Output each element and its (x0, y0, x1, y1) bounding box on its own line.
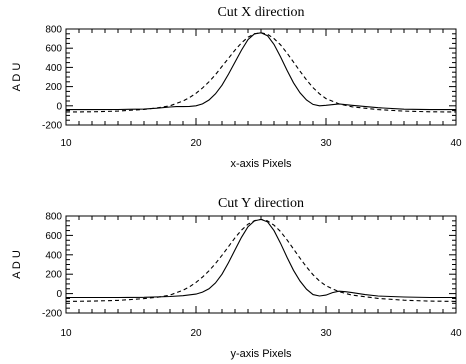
x-axis-label: x-axis Pixels (230, 158, 292, 170)
y-tick-label: 200 (45, 270, 62, 281)
x-tick-label: 20 (190, 138, 202, 149)
x-axis-label: y-axis Pixels (230, 348, 292, 360)
x-tick-label: 40 (450, 328, 462, 339)
y-tick-label: 0 (56, 101, 62, 112)
cut-y-panel: Cut Y direction 10 20 30 40 -200 0 200 400 600 800… (11, 196, 462, 360)
solid-series-line (66, 218, 456, 299)
chart-title: Cut X direction (217, 5, 304, 20)
y-tick-label: 200 (45, 82, 62, 93)
y-axis-label: A D U (11, 63, 23, 92)
y-tick-label: -200 (42, 309, 62, 320)
x-tick-label: 10 (60, 138, 72, 149)
chart-title: Cut Y direction (218, 196, 304, 211)
x-tick-label: 20 (190, 328, 202, 339)
y-tick-label: 600 (45, 44, 62, 55)
y-tick-label: -200 (42, 121, 62, 132)
y-tick-label: 800 (45, 25, 62, 36)
x-tick-label: 30 (320, 328, 332, 339)
x-tick-label: 40 (450, 138, 462, 149)
y-axis-label: A D U (11, 250, 23, 279)
cut-x-panel: Cut X direction 10 20 30 40 -200 0 200 400 600 800… (11, 5, 462, 170)
dashed-series-line (65, 32, 457, 113)
y-tick-label: 600 (45, 231, 62, 242)
y-tick-label: 800 (45, 212, 62, 223)
x-tick-label: 30 (320, 138, 332, 149)
plot-frame (65, 215, 457, 314)
solid-series-line (66, 32, 456, 111)
x-tick-label: 10 (60, 328, 72, 339)
y-tick-label: 400 (45, 63, 62, 74)
dashed-series-line (65, 218, 457, 302)
y-tick-label: 400 (45, 250, 62, 261)
y-tick-label: 0 (56, 289, 62, 300)
